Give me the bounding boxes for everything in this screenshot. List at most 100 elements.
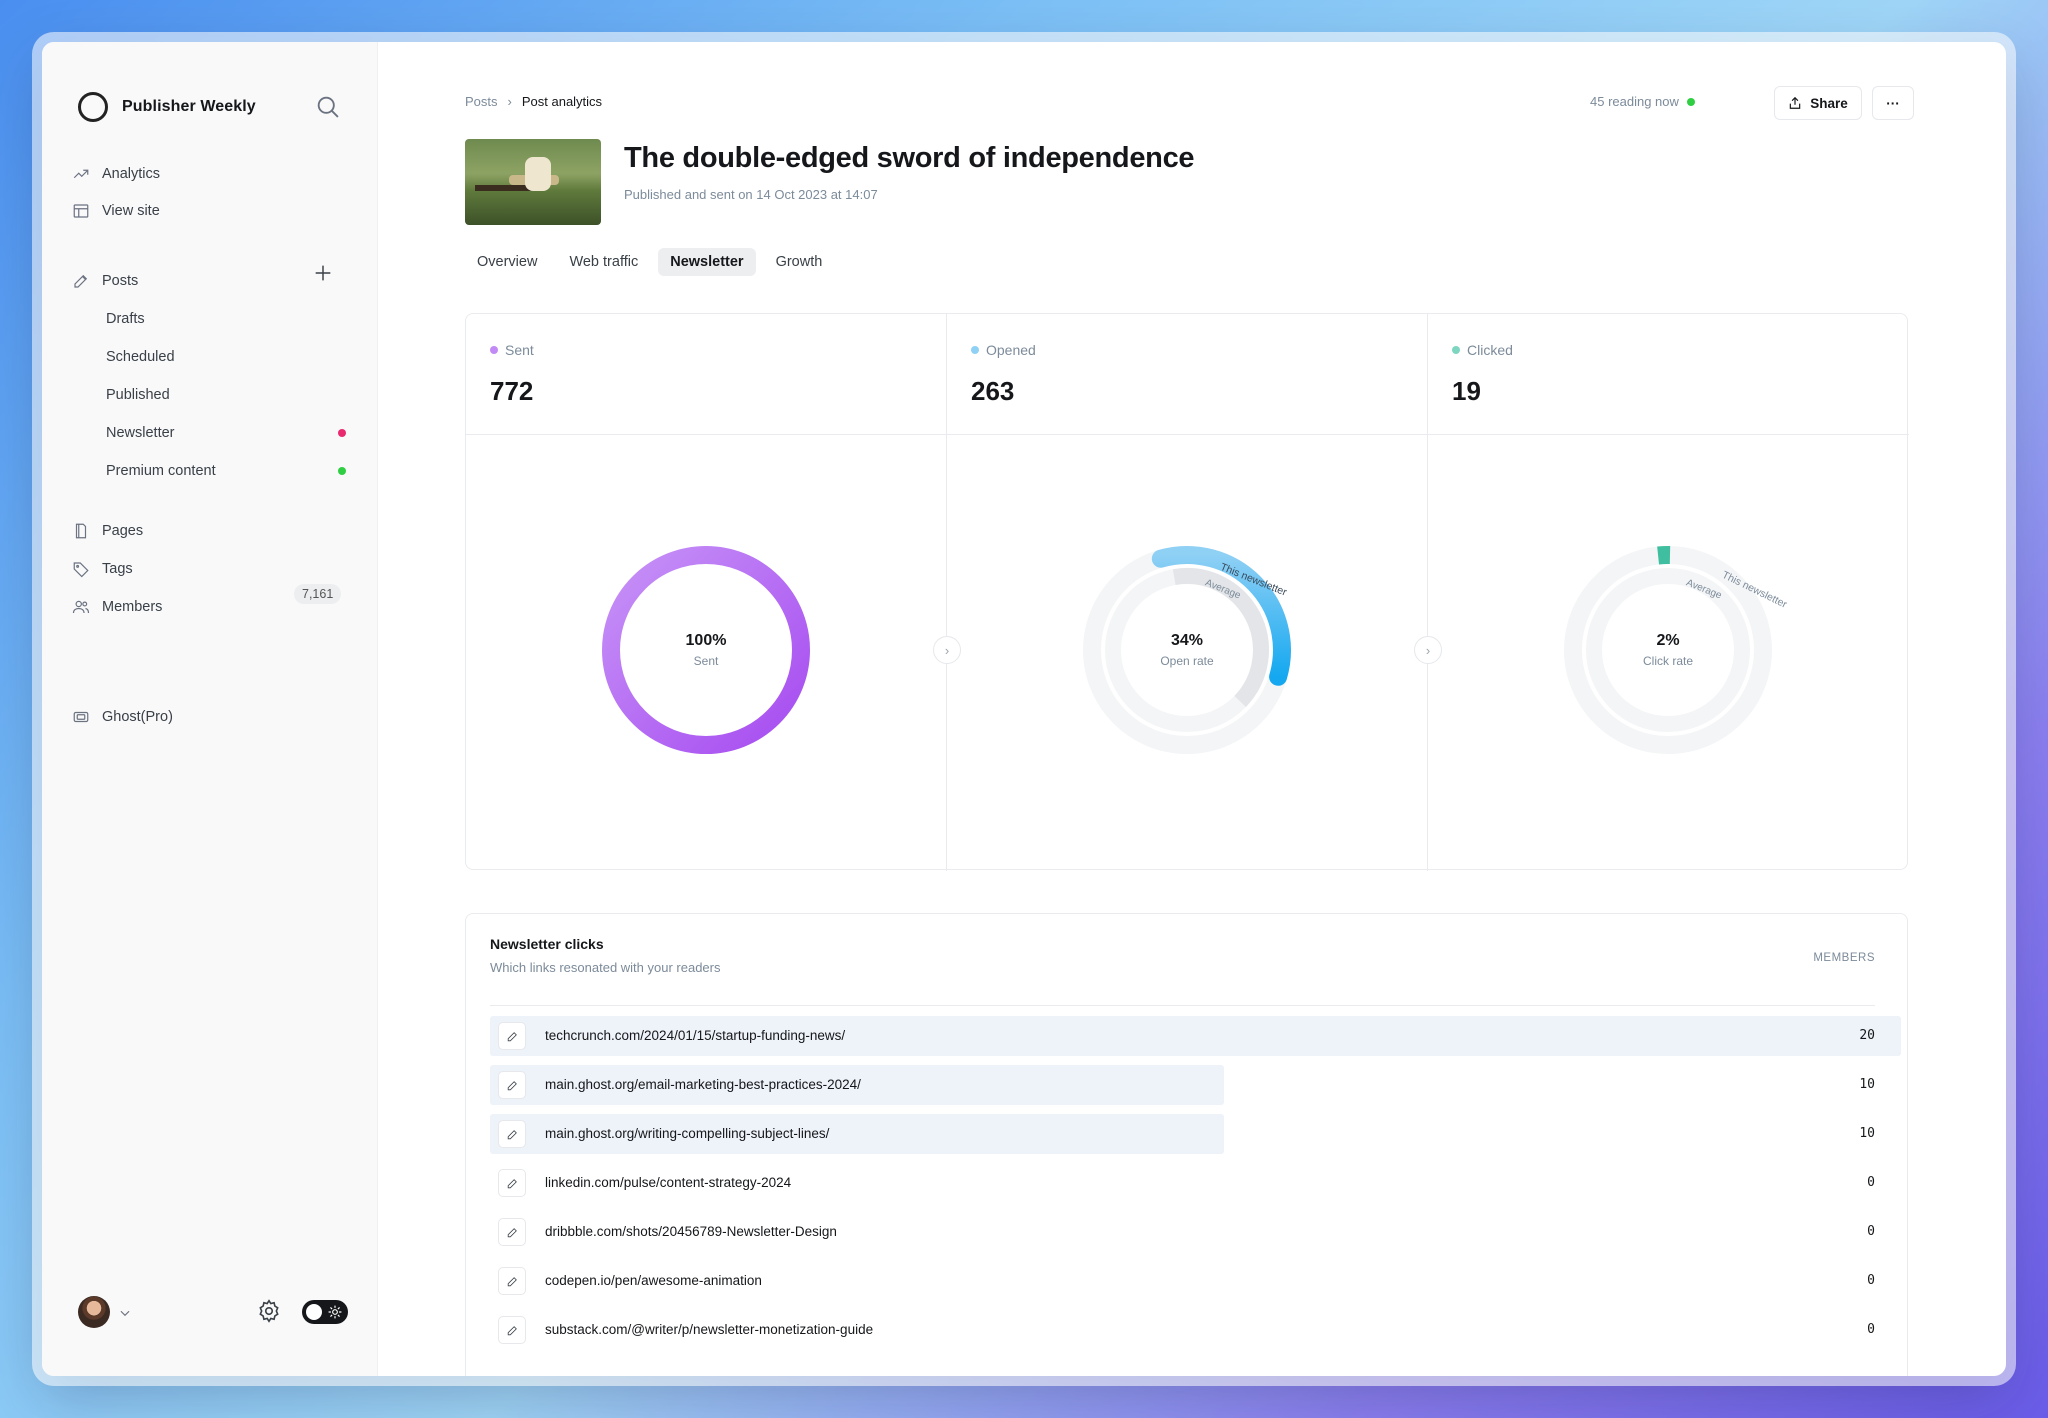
click-this-newsletter-arc: [1657, 545, 1671, 565]
click-ring-label: 2% Click rate: [1568, 632, 1768, 668]
edit-link-button[interactable]: [498, 1071, 526, 1099]
breadcrumb-posts-link[interactable]: Posts: [465, 94, 498, 109]
tab-newsletter[interactable]: Newsletter: [658, 248, 756, 276]
sent-caption: Sent: [693, 654, 719, 668]
sidebar-item-ghost-pro[interactable]: Ghost(Pro): [72, 702, 173, 732]
link-url[interactable]: linkedin.com/pulse/content-strategy-2024: [545, 1175, 792, 1190]
pencil-icon: [507, 1178, 517, 1188]
table-row[interactable]: techcrunch.com/2024/01/15/startup-fundin…: [490, 1016, 1907, 1056]
clicks-title: Newsletter clicks: [490, 936, 604, 952]
edit-link-button[interactable]: [498, 1169, 526, 1197]
tag-icon: [73, 562, 89, 578]
opened-dot: [971, 346, 979, 354]
reading-now-indicator: 45 reading now: [1590, 94, 1695, 109]
sidebar-item-view-site[interactable]: View site: [72, 196, 160, 226]
member-count: 10: [1859, 1126, 1875, 1141]
members-icon: [72, 600, 90, 614]
edit-link-button[interactable]: [498, 1022, 526, 1050]
member-count: 0: [1867, 1224, 1875, 1239]
sidebar-item-scheduled[interactable]: Scheduled: [106, 342, 346, 372]
user-avatar[interactable]: [78, 1296, 110, 1328]
pages-icon: [75, 523, 87, 539]
edit-link-button[interactable]: [498, 1316, 526, 1344]
open-caption: Open rate: [1160, 654, 1214, 668]
chevron-right-icon: ›: [1414, 636, 1442, 664]
sun-icon: [328, 1305, 342, 1319]
tab-overview[interactable]: Overview: [477, 254, 538, 270]
share-label: Share: [1810, 95, 1848, 111]
table-row[interactable]: linkedin.com/pulse/content-strategy-2024…: [490, 1163, 1907, 1203]
tab-growth[interactable]: Growth: [775, 254, 823, 270]
brand[interactable]: Publisher Weekly: [78, 92, 256, 122]
sidebar-item-label: Tags: [102, 561, 133, 577]
sidebar-item-analytics[interactable]: Analytics: [72, 159, 160, 189]
sidebar-item-label: Drafts: [106, 311, 145, 327]
open-ring-label: 34% Open rate: [1087, 632, 1287, 668]
kpi-sent[interactable]: Sent 772: [466, 314, 947, 435]
table-row[interactable]: substack.com/@writer/p/newsletter-moneti…: [490, 1310, 1907, 1350]
newsletter-status-dot: [338, 429, 346, 437]
link-url[interactable]: main.ghost.org/email-marketing-best-prac…: [545, 1077, 861, 1092]
sidebar-item-published[interactable]: Published: [106, 380, 346, 410]
link-url[interactable]: main.ghost.org/writing-compelling-subjec…: [545, 1126, 830, 1141]
edit-link-button[interactable]: [498, 1267, 526, 1295]
click-average-track: [1586, 568, 1750, 732]
pencil-icon: [507, 1276, 517, 1286]
main-content: Posts › Post analytics 45 reading now Sh…: [378, 42, 2006, 1376]
newsletter-clicks-card: Newsletter clicks Which links resonated …: [465, 913, 1908, 1376]
edit-link-button[interactable]: [498, 1120, 526, 1148]
sidebar-item-newsletter[interactable]: Newsletter: [106, 418, 346, 448]
sidebar-item-tags[interactable]: Tags: [72, 554, 133, 584]
tab-web-traffic[interactable]: Web traffic: [569, 254, 639, 270]
click-share-bar: [490, 1065, 1224, 1105]
search-icon[interactable]: [314, 93, 342, 121]
share-button[interactable]: Share: [1774, 86, 1862, 120]
sidebar-item-posts[interactable]: Posts: [72, 266, 138, 296]
open-average-arc: [1172, 568, 1269, 707]
sidebar-item-label: Newsletter: [106, 425, 175, 441]
click-caption: Click rate: [1642, 654, 1693, 668]
click-share-bar: [490, 1114, 1224, 1154]
open-percent: 34%: [1170, 632, 1204, 649]
sidebar-item-label: Pages: [102, 523, 144, 539]
link-url[interactable]: techcrunch.com/2024/01/15/startup-fundin…: [545, 1028, 846, 1043]
kpi-label-text: Opened: [986, 342, 1036, 358]
sidebar-item-pages[interactable]: Pages: [72, 516, 143, 546]
pencil-icon: [507, 1129, 517, 1139]
sidebar-item-drafts[interactable]: Drafts: [106, 304, 346, 334]
table-row[interactable]: main.ghost.org/writing-compelling-subjec…: [490, 1114, 1907, 1154]
live-status-dot: [1686, 97, 1695, 106]
kpi-value: 263: [971, 376, 1015, 406]
add-post-plus-icon[interactable]: [312, 262, 334, 284]
sidebar: Publisher Weekly Analytics View site Pos…: [42, 42, 378, 1376]
post-published-meta: Published and sent on 14 Oct 2023 at 14:…: [624, 187, 878, 202]
sidebar-item-label: Scheduled: [106, 349, 175, 365]
table-row[interactable]: main.ghost.org/email-marketing-best-prac…: [490, 1065, 1907, 1105]
open-this-newsletter-arc: [1151, 546, 1291, 686]
more-options-button[interactable]: ···: [1872, 86, 1914, 120]
member-count: 0: [1867, 1175, 1875, 1190]
sidebar-item-premium-content[interactable]: Premium content: [106, 456, 346, 486]
link-url[interactable]: dribbble.com/shots/20456789-Newsletter-D…: [545, 1224, 837, 1239]
table-row[interactable]: codepen.io/pen/awesome-animation 0: [490, 1261, 1907, 1301]
members-count-badge: 7,161: [294, 584, 342, 604]
sidebar-item-members[interactable]: Members: [72, 592, 162, 622]
sent-percent: 100%: [685, 632, 727, 649]
link-url[interactable]: substack.com/@writer/p/newsletter-moneti…: [545, 1322, 874, 1337]
edit-link-button[interactable]: [498, 1218, 526, 1246]
kpi-clicked[interactable]: Clicked 19: [1428, 314, 1909, 435]
click-share-bar: [490, 1016, 1901, 1056]
ellipsis-icon: ···: [1886, 95, 1900, 111]
chevron-down-icon[interactable]: [118, 1306, 132, 1320]
pencil-icon: [507, 1227, 517, 1237]
sidebar-item-label: Ghost(Pro): [102, 709, 173, 725]
trend-icon: [73, 169, 89, 179]
kpi-opened[interactable]: Opened 263: [947, 314, 1428, 435]
sidebar-item-label: Published: [106, 387, 170, 403]
table-row[interactable]: dribbble.com/shots/20456789-Newsletter-D…: [490, 1212, 1907, 1252]
dark-mode-toggle[interactable]: [302, 1300, 348, 1324]
link-url[interactable]: codepen.io/pen/awesome-animation: [545, 1273, 762, 1288]
click-ring-pane: This newsletter Average 2% Click rate: [1428, 435, 1909, 871]
gear-icon[interactable]: [256, 1298, 282, 1324]
brand-logo-icon: [78, 92, 108, 122]
